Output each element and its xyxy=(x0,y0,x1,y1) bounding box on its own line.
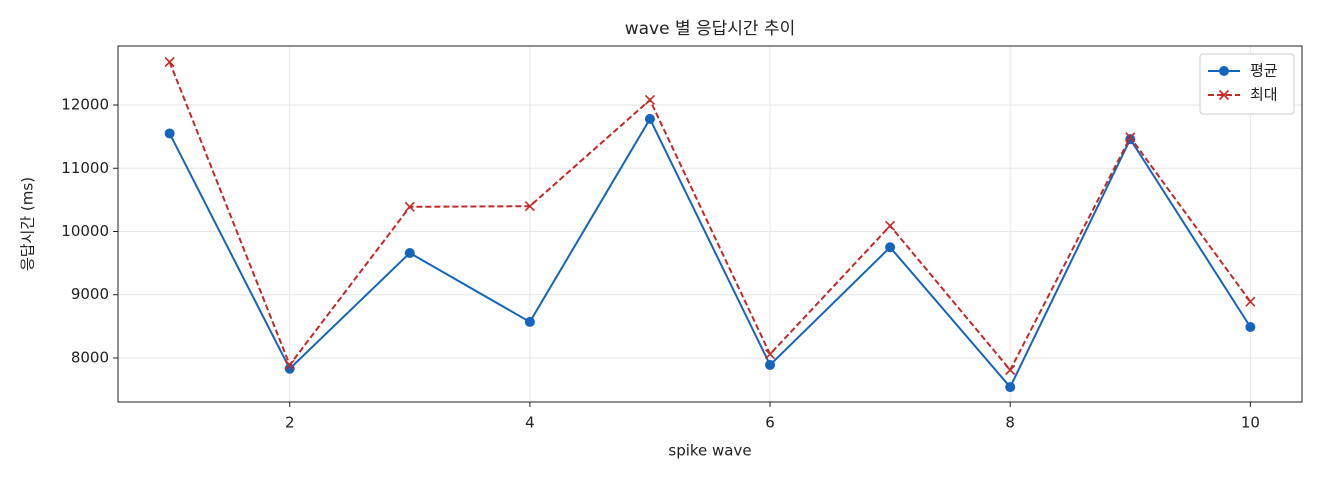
x-tick-label: 2 xyxy=(285,414,295,432)
legend-label: 평균 xyxy=(1250,62,1278,80)
point xyxy=(1005,364,1016,376)
plot-frame xyxy=(117,45,1303,403)
point xyxy=(284,359,295,371)
x-tick-label: 8 xyxy=(1005,414,1015,432)
point xyxy=(284,363,295,374)
point xyxy=(164,128,175,139)
point xyxy=(764,349,776,360)
point xyxy=(1125,132,1136,143)
point xyxy=(885,220,896,231)
point xyxy=(404,247,415,258)
legend-marker xyxy=(1219,66,1229,76)
y-axis-label: 응답시간 (ms) xyxy=(19,177,37,271)
y-tick-label: 8000 xyxy=(71,348,109,366)
point xyxy=(524,316,535,327)
point xyxy=(765,359,776,370)
legend-box xyxy=(1199,53,1295,115)
point xyxy=(164,56,175,68)
point xyxy=(644,94,656,106)
point xyxy=(644,113,655,124)
legend-marker xyxy=(1218,89,1230,101)
x-tick-label: 6 xyxy=(765,414,775,432)
series-line xyxy=(168,116,1252,389)
series-line xyxy=(168,61,1252,372)
point xyxy=(1245,296,1256,307)
x-tick-label: 10 xyxy=(1241,414,1260,432)
y-tick-label: 9000 xyxy=(71,285,109,303)
chart-title: wave 별 응답시간 추이 xyxy=(625,19,796,39)
legend-label: 최대 xyxy=(1250,86,1278,104)
point xyxy=(524,201,535,212)
y-tick-label: 11000 xyxy=(61,159,109,177)
point xyxy=(1005,382,1016,393)
y-tick-label: 12000 xyxy=(61,96,109,114)
point xyxy=(1245,321,1256,332)
y-tick-label: 10000 xyxy=(61,222,109,240)
point xyxy=(404,201,415,212)
x-tick-label: 4 xyxy=(525,414,535,432)
point xyxy=(885,242,896,253)
x-axis-label: spike wave xyxy=(668,442,751,460)
